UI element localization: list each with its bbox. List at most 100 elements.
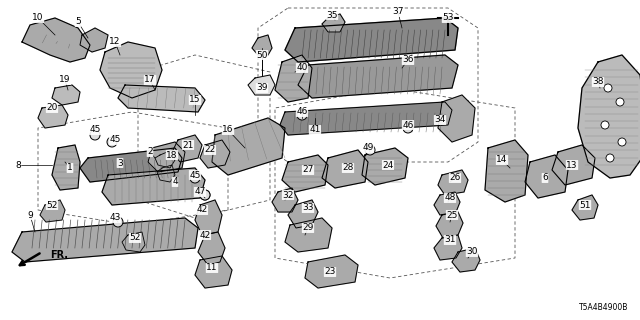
Text: 39: 39 [256, 84, 268, 92]
Polygon shape [285, 18, 458, 62]
Text: 47: 47 [195, 188, 205, 196]
Text: 17: 17 [144, 76, 156, 84]
Text: 10: 10 [32, 13, 44, 22]
Polygon shape [434, 192, 460, 215]
Polygon shape [305, 255, 358, 288]
Text: 26: 26 [449, 173, 461, 182]
Circle shape [606, 154, 614, 162]
Text: 6: 6 [542, 173, 548, 182]
Text: 22: 22 [204, 146, 216, 155]
Text: 11: 11 [206, 263, 218, 273]
Text: 35: 35 [326, 11, 338, 20]
Text: 30: 30 [467, 247, 477, 257]
Text: 50: 50 [256, 51, 268, 60]
Circle shape [200, 190, 210, 200]
Polygon shape [572, 195, 598, 220]
Text: 36: 36 [403, 55, 413, 65]
Text: 28: 28 [342, 164, 354, 172]
Circle shape [365, 145, 375, 155]
Text: T5A4B4900B: T5A4B4900B [579, 303, 628, 312]
Polygon shape [52, 85, 80, 105]
Polygon shape [578, 55, 640, 178]
Text: 25: 25 [446, 211, 458, 220]
Text: 34: 34 [435, 116, 445, 124]
Text: 48: 48 [444, 194, 456, 203]
Text: 4: 4 [172, 178, 178, 187]
Polygon shape [198, 232, 225, 265]
Text: 51: 51 [579, 201, 591, 210]
Text: 23: 23 [324, 268, 336, 276]
Polygon shape [195, 256, 232, 288]
Polygon shape [288, 200, 318, 228]
Circle shape [200, 190, 210, 200]
Text: 42: 42 [196, 205, 207, 214]
Text: 41: 41 [309, 125, 321, 134]
Polygon shape [52, 145, 80, 190]
Polygon shape [552, 145, 595, 185]
Text: 52: 52 [129, 234, 141, 243]
Polygon shape [172, 135, 202, 162]
Text: 49: 49 [362, 143, 374, 153]
Polygon shape [438, 170, 468, 195]
Polygon shape [102, 168, 205, 205]
Polygon shape [525, 155, 568, 198]
Polygon shape [436, 212, 463, 238]
Text: 14: 14 [496, 156, 508, 164]
Text: 3: 3 [117, 158, 123, 167]
Text: 24: 24 [382, 161, 394, 170]
Text: 18: 18 [166, 150, 178, 159]
Polygon shape [322, 150, 368, 188]
Text: 2: 2 [147, 148, 153, 156]
Polygon shape [80, 148, 182, 182]
Circle shape [190, 173, 200, 183]
Text: 37: 37 [392, 7, 404, 17]
Circle shape [90, 130, 100, 140]
Text: 29: 29 [302, 223, 314, 233]
Polygon shape [248, 75, 275, 95]
Polygon shape [22, 18, 90, 62]
Polygon shape [195, 200, 222, 235]
Polygon shape [38, 105, 68, 128]
Text: 38: 38 [592, 77, 604, 86]
Text: 42: 42 [200, 230, 211, 239]
Text: 45: 45 [109, 135, 121, 145]
Circle shape [604, 84, 612, 92]
Text: 8: 8 [15, 161, 21, 170]
Text: 27: 27 [302, 165, 314, 174]
Polygon shape [12, 218, 198, 262]
Polygon shape [322, 14, 345, 32]
Polygon shape [285, 218, 332, 252]
Text: 40: 40 [296, 63, 308, 73]
Polygon shape [434, 235, 462, 260]
Polygon shape [485, 140, 528, 202]
Text: 53: 53 [442, 13, 454, 22]
Text: 33: 33 [302, 204, 314, 212]
Circle shape [107, 137, 117, 147]
Polygon shape [200, 140, 230, 168]
Text: 1: 1 [67, 164, 73, 172]
Text: 21: 21 [182, 140, 194, 149]
Text: 19: 19 [60, 76, 71, 84]
Text: FR.: FR. [50, 250, 68, 260]
Text: 9: 9 [27, 211, 33, 220]
Polygon shape [362, 148, 408, 185]
Text: 52: 52 [46, 201, 58, 210]
Polygon shape [148, 142, 185, 172]
Text: 15: 15 [189, 95, 201, 105]
Polygon shape [272, 188, 298, 212]
Polygon shape [157, 165, 175, 182]
Text: 20: 20 [46, 103, 58, 113]
Polygon shape [298, 55, 458, 98]
Text: 45: 45 [189, 171, 201, 180]
Polygon shape [275, 55, 312, 102]
Polygon shape [452, 248, 480, 272]
Circle shape [297, 110, 307, 120]
Text: 46: 46 [296, 108, 308, 116]
Text: 46: 46 [403, 121, 413, 130]
Polygon shape [100, 42, 162, 98]
Text: 43: 43 [109, 213, 121, 222]
Text: 16: 16 [222, 125, 234, 134]
Polygon shape [118, 85, 205, 112]
Polygon shape [282, 155, 328, 192]
Text: 13: 13 [566, 161, 578, 170]
